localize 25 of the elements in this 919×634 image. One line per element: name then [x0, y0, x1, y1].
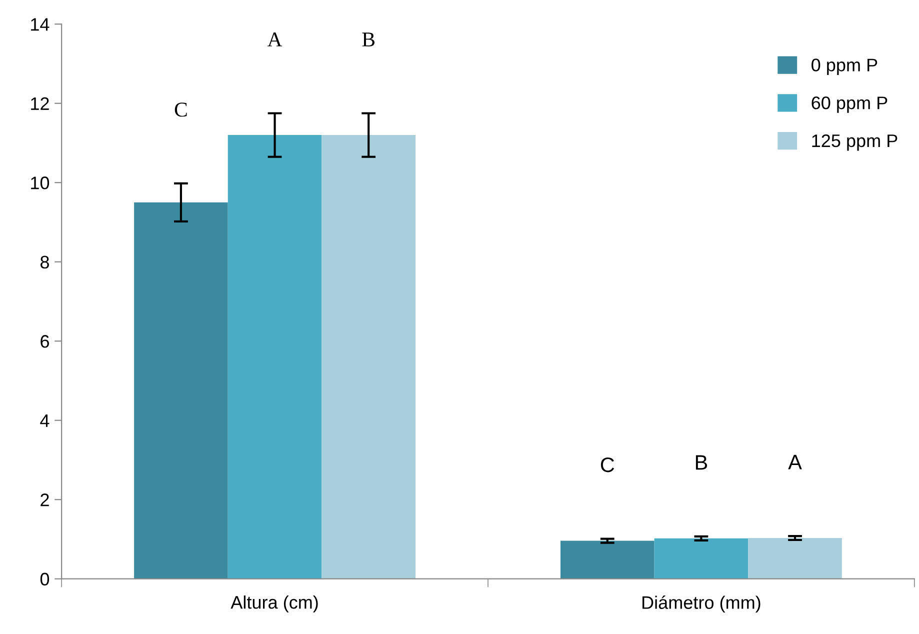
- annotation: A: [788, 454, 802, 470]
- y-tick-label: 14: [31, 18, 50, 31]
- bar: [322, 135, 416, 579]
- y-tick-label: 0: [40, 572, 50, 586]
- bar: [134, 202, 228, 579]
- x-tick-label: Diámetro (mm): [642, 596, 760, 613]
- bar: [228, 135, 322, 579]
- y-tick-label: 6: [40, 335, 49, 348]
- x-tick-label: Altura (cm): [230, 596, 318, 612]
- annotation: A: [267, 32, 282, 46]
- bar: [748, 538, 842, 579]
- annotation: B: [696, 455, 708, 470]
- bar: [560, 540, 654, 579]
- annotation: B: [362, 32, 375, 46]
- annotation: C: [174, 102, 187, 117]
- y-tick-label: 12: [31, 97, 49, 110]
- bar: [654, 538, 748, 579]
- y-tick-label: 10: [31, 176, 50, 190]
- annotation: C: [600, 457, 614, 472]
- legend-label: 125 ppm P: [812, 134, 898, 151]
- legend-label: 60 ppm P: [812, 96, 888, 113]
- y-tick-label: 2: [40, 494, 49, 506]
- legend-label: 0 ppm P: [812, 58, 878, 75]
- y-tick-label: 8: [40, 256, 49, 269]
- y-tick-label: 4: [40, 414, 50, 427]
